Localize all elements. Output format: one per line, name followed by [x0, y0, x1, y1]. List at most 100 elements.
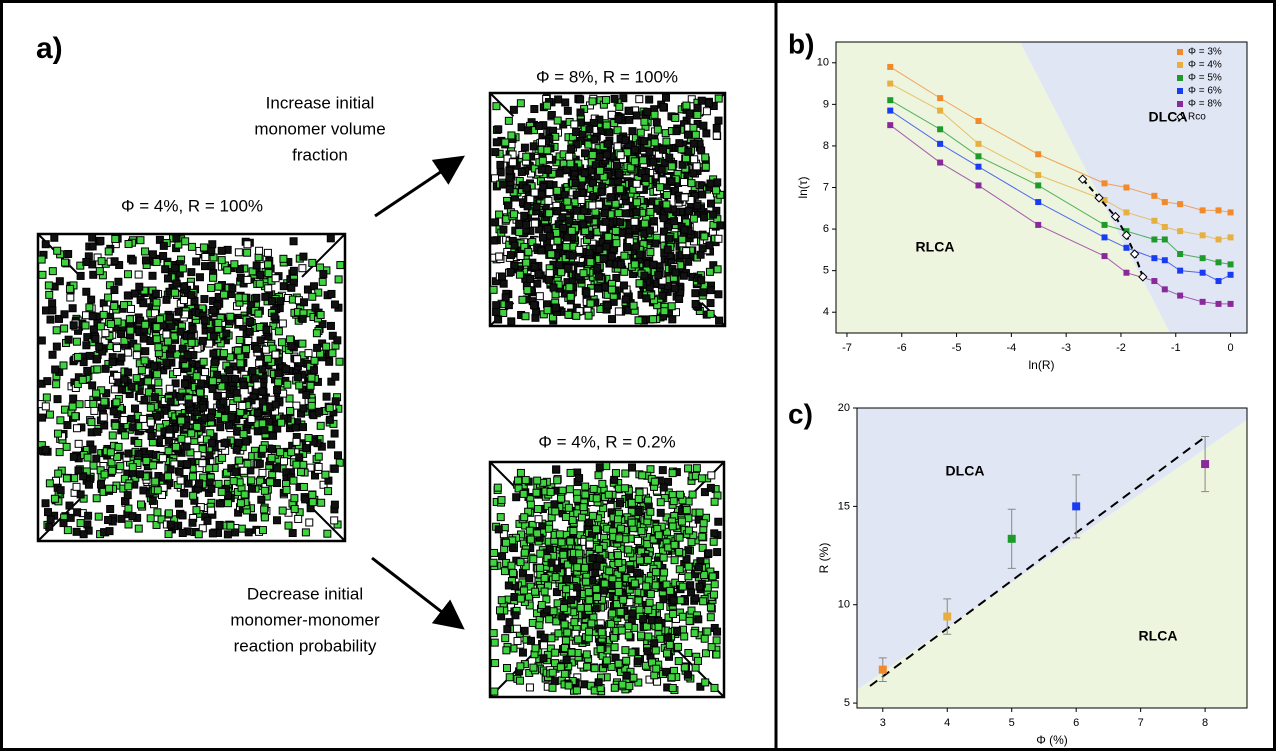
particle	[136, 236, 145, 245]
particle	[256, 477, 265, 486]
particle	[237, 524, 246, 533]
marker	[1227, 261, 1234, 268]
particle	[119, 416, 128, 425]
particle	[675, 565, 684, 574]
particle	[648, 658, 657, 667]
particle	[236, 359, 245, 368]
annotation: RLCA	[916, 239, 955, 255]
particle	[73, 380, 82, 389]
particle	[243, 248, 252, 257]
particle	[254, 309, 263, 318]
particle	[602, 95, 611, 104]
particle	[325, 357, 334, 366]
particle	[89, 325, 98, 334]
particle	[180, 489, 189, 498]
particle	[577, 513, 586, 522]
arrow-text: monomer-monomer	[230, 610, 380, 629]
particle	[289, 266, 298, 275]
particle	[286, 335, 295, 344]
marker	[878, 665, 887, 674]
particle	[705, 241, 714, 250]
particle	[207, 283, 216, 292]
particle	[519, 489, 528, 498]
particle	[174, 499, 183, 508]
particle	[92, 354, 101, 363]
particle	[615, 102, 624, 111]
particle	[592, 494, 601, 503]
particle	[333, 451, 342, 460]
particle	[199, 357, 208, 366]
particle	[689, 214, 698, 223]
marker	[1151, 278, 1158, 285]
particle	[566, 292, 575, 301]
particle	[149, 461, 158, 470]
particle	[600, 579, 609, 588]
particle	[289, 237, 298, 246]
particle	[153, 486, 162, 495]
particle	[543, 554, 552, 563]
particle	[654, 150, 663, 159]
particle	[133, 343, 142, 352]
particle	[583, 662, 592, 671]
particle	[620, 251, 629, 260]
particle	[626, 565, 635, 574]
particle	[248, 267, 257, 276]
particle	[105, 281, 114, 290]
particle	[497, 596, 506, 605]
particle	[579, 503, 588, 512]
particle	[562, 655, 571, 664]
particle	[710, 497, 719, 506]
particle	[261, 292, 270, 301]
particle	[634, 508, 643, 517]
particle	[233, 426, 242, 435]
particle	[696, 250, 705, 259]
particle	[602, 150, 611, 159]
particle	[232, 388, 241, 397]
particle	[534, 270, 543, 279]
particle	[526, 274, 535, 283]
particle	[52, 380, 61, 389]
particle	[697, 96, 706, 105]
particle	[504, 581, 513, 590]
marker	[1035, 221, 1042, 228]
y-tick-label: 9	[823, 98, 829, 110]
particle	[509, 569, 518, 578]
particle	[258, 397, 267, 406]
particle	[252, 261, 261, 270]
legend-marker	[1176, 113, 1184, 121]
particle	[228, 403, 237, 412]
particle	[518, 295, 527, 304]
legend-label: Φ = 3%	[1188, 47, 1222, 58]
particle	[116, 462, 125, 471]
particle	[217, 246, 226, 255]
particle	[258, 419, 267, 428]
particle	[172, 279, 181, 288]
particle	[489, 236, 498, 245]
particle	[704, 549, 713, 558]
arrow-text: Increase initial	[266, 93, 375, 112]
particle	[302, 390, 311, 399]
particle	[46, 315, 55, 324]
particle	[572, 206, 581, 215]
particle	[267, 297, 276, 306]
particle	[630, 260, 639, 269]
particle	[697, 146, 706, 155]
particle	[258, 387, 267, 396]
particle	[602, 242, 611, 251]
particle	[687, 588, 696, 597]
particle	[607, 110, 616, 119]
particle	[538, 138, 547, 147]
particle	[493, 483, 502, 492]
particle	[322, 342, 331, 351]
particle	[489, 558, 498, 567]
particle	[539, 182, 548, 191]
particle	[95, 342, 104, 351]
particle	[184, 479, 193, 488]
particle	[292, 437, 301, 446]
cube-edge	[37, 497, 82, 542]
particle	[83, 333, 92, 342]
particle	[573, 494, 582, 503]
particle	[134, 270, 143, 279]
particle	[82, 258, 91, 267]
particle	[572, 583, 581, 592]
